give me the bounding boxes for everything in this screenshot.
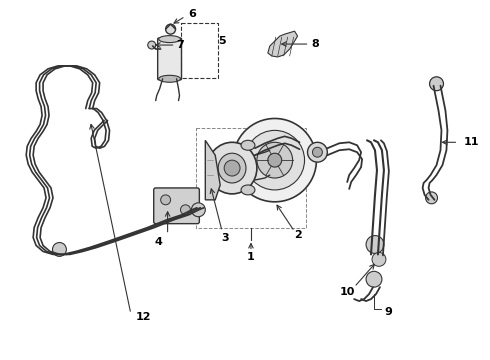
Ellipse shape bbox=[241, 185, 255, 195]
Ellipse shape bbox=[241, 140, 255, 150]
Circle shape bbox=[233, 118, 317, 202]
Circle shape bbox=[268, 153, 282, 167]
Ellipse shape bbox=[207, 142, 257, 194]
Text: 7: 7 bbox=[176, 40, 184, 50]
Text: 9: 9 bbox=[384, 307, 392, 317]
Text: 5: 5 bbox=[219, 36, 226, 46]
Circle shape bbox=[180, 205, 191, 215]
Circle shape bbox=[161, 195, 171, 205]
Circle shape bbox=[148, 41, 156, 49]
Ellipse shape bbox=[159, 36, 180, 42]
Circle shape bbox=[224, 160, 240, 176]
Text: 6: 6 bbox=[189, 9, 196, 19]
Circle shape bbox=[366, 271, 382, 287]
Text: 4: 4 bbox=[155, 237, 163, 247]
Text: 11: 11 bbox=[464, 137, 479, 147]
Circle shape bbox=[313, 147, 322, 157]
Text: 10: 10 bbox=[340, 287, 355, 297]
Circle shape bbox=[166, 24, 175, 34]
FancyBboxPatch shape bbox=[158, 38, 181, 80]
Text: 1: 1 bbox=[247, 252, 255, 262]
Circle shape bbox=[308, 142, 327, 162]
Text: 8: 8 bbox=[312, 39, 319, 49]
Circle shape bbox=[430, 77, 443, 91]
Circle shape bbox=[372, 252, 386, 266]
Polygon shape bbox=[205, 140, 220, 200]
Circle shape bbox=[366, 235, 384, 253]
Circle shape bbox=[192, 203, 205, 217]
Text: 3: 3 bbox=[221, 233, 229, 243]
Text: 12: 12 bbox=[136, 312, 151, 322]
Circle shape bbox=[426, 192, 438, 204]
Polygon shape bbox=[268, 31, 297, 57]
Ellipse shape bbox=[218, 153, 246, 183]
Circle shape bbox=[257, 142, 293, 178]
Circle shape bbox=[52, 243, 66, 256]
FancyBboxPatch shape bbox=[154, 188, 199, 224]
Text: 2: 2 bbox=[294, 230, 301, 239]
Circle shape bbox=[245, 130, 305, 190]
Ellipse shape bbox=[159, 75, 180, 82]
